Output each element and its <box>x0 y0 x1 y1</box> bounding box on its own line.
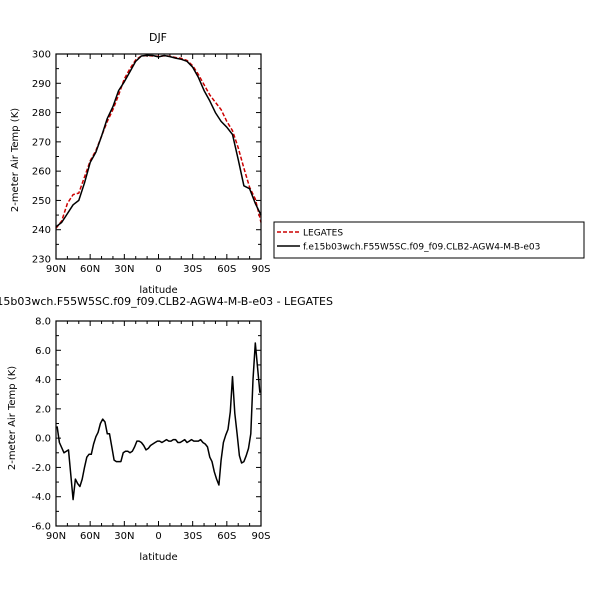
y-tick-label: -2.0 <box>31 463 51 474</box>
y-tick-label: 0.0 <box>35 434 51 445</box>
series-line-1 <box>56 342 261 501</box>
y-tick-label: 270 <box>32 137 51 148</box>
x-tick-label: 30N <box>114 531 134 542</box>
chart-panel-1: DJF 230 240 250 260 270 280 290 300 90N 60N 30N 0 30S… <box>10 31 271 296</box>
y-tick-label: -4.0 <box>31 492 51 503</box>
y-tick-label: 230 <box>32 255 51 266</box>
plot-frame <box>55 53 262 260</box>
x-tick-label: 60S <box>217 264 236 275</box>
x-tick-label: 0 <box>155 531 161 542</box>
x-tick-label: 90N <box>46 531 66 542</box>
x-tick-label: 60N <box>80 531 100 542</box>
x-tick-label: 0 <box>155 264 161 275</box>
chart-title: DJF <box>149 31 167 44</box>
y-tick-label: 6.0 <box>35 346 51 357</box>
y-tick-label: 280 <box>32 108 51 119</box>
y-tick-label: 2.0 <box>35 404 51 415</box>
x-tick-label: 30S <box>183 264 202 275</box>
x-tick-label: 90S <box>251 531 270 542</box>
y-tick-label: 250 <box>32 196 51 207</box>
legend-label-1: LEGATES <box>303 229 343 239</box>
y-tick-label: 290 <box>32 79 51 90</box>
y-tick-label: -6.0 <box>31 522 51 533</box>
x-tick-label: 90N <box>46 264 66 275</box>
plot-frame <box>55 320 262 527</box>
x-tick-label: 60N <box>80 264 100 275</box>
chart-title: f.e15b03wch.F55W5SC.f09_f09.CLB2-AGW4-M-… <box>0 295 333 308</box>
x-axis-label: latitude <box>139 552 177 563</box>
series-line-1 <box>55 54 262 229</box>
y-axis-label: 2-meter Air Temp (K) <box>10 108 21 212</box>
y-tick-label: 8.0 <box>35 317 51 328</box>
x-tick-label: 30S <box>183 531 202 542</box>
y-tick-label: 300 <box>32 50 51 61</box>
x-tick-label: 60S <box>217 531 236 542</box>
y-tick-label: 240 <box>32 225 51 236</box>
chart-panel-2: f.e15b03wch.F55W5SC.f09_f09.CLB2-AGW4-M-… <box>0 295 333 563</box>
x-tick-label: 90S <box>251 264 270 275</box>
y-tick-label: 4.0 <box>35 375 51 386</box>
x-tick-label: 30N <box>114 264 134 275</box>
series-line-2 <box>55 54 262 228</box>
legend-label-2: f.e15b03wch.F55W5SC.f09_f09.CLB2-AGW4-M-… <box>303 243 540 253</box>
y-tick-label: 260 <box>32 167 51 178</box>
x-axis-label: latitude <box>139 285 177 296</box>
legend: LEGATES f.e15b03wch.F55W5SC.f09_f09.CLB2-… <box>273 221 585 259</box>
y-axis-label: 2-meter Air Temp (K) <box>7 366 18 470</box>
legend-box <box>273 221 585 259</box>
